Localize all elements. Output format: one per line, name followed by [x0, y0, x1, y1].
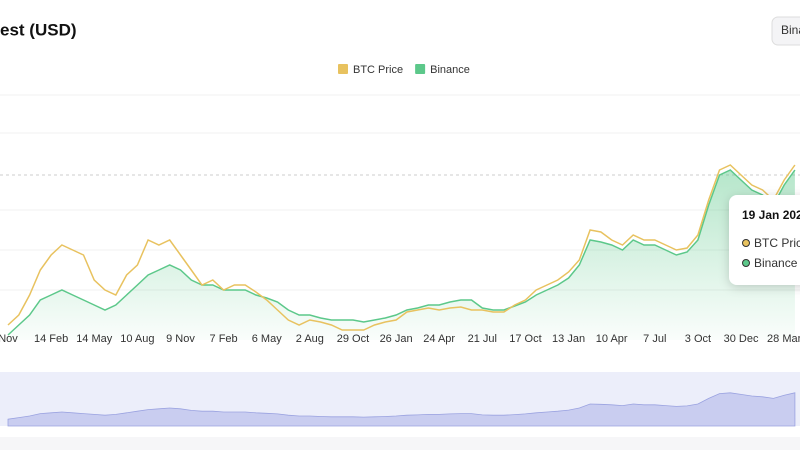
tooltip-item: BTC Pric — [754, 236, 800, 250]
tooltip-date: 19 Jan 202 — [742, 208, 800, 222]
legend-label: BTC Price — [353, 64, 403, 76]
x-tick-label: 29 Oct — [337, 333, 369, 345]
x-tick-label: 9 Nov — [166, 333, 195, 345]
x-tick-label: 13 Jan — [552, 333, 585, 345]
x-tick-label: 14 Feb — [34, 333, 68, 345]
x-tick-label: 7 Jul — [643, 333, 666, 345]
series-line — [7, 164, 796, 331]
legend-label: Binance — [430, 64, 470, 76]
tooltip-item: Binance — [754, 256, 798, 270]
exchange-button-label: Bina — [781, 23, 800, 37]
x-tick-label: 17 Oct — [509, 333, 541, 345]
area — [8, 170, 795, 340]
x-tick-label: 26 Jan — [380, 333, 413, 345]
legend-swatch — [338, 64, 348, 74]
x-tick-label: 30 Dec — [724, 333, 759, 345]
tooltip-dot — [742, 239, 750, 247]
x-tick-label: Nov — [0, 333, 18, 345]
x-tick-label: 10 Aug — [120, 333, 154, 345]
x-tick-label: 2 Aug — [296, 333, 324, 345]
x-tick-label: 3 Oct — [685, 333, 711, 345]
x-tick-label: 10 Apr — [596, 333, 628, 345]
x-tick-label: 14 May — [76, 333, 113, 345]
x-tick-label: 7 Feb — [210, 333, 238, 345]
x-tick-label: 21 Jul — [468, 333, 497, 345]
series-line — [7, 169, 796, 336]
scrollbar[interactable] — [0, 437, 800, 450]
exchange-button[interactable] — [771, 16, 800, 46]
x-tick-label: 24 Apr — [423, 333, 455, 345]
navigator-area — [7, 392, 796, 427]
gridlines — [0, 94, 800, 291]
x-tick-label: 28 Mar — [767, 333, 800, 345]
title: est (USD) — [0, 20, 77, 39]
tooltip-dot — [742, 259, 750, 267]
x-tick-label: 6 May — [252, 333, 282, 345]
legend-swatch — [415, 64, 426, 74]
